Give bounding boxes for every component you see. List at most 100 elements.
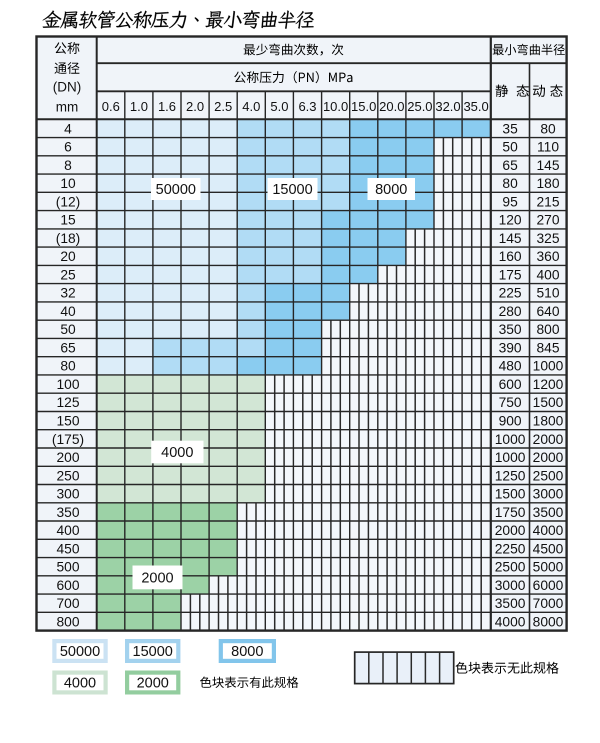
svg-text:600: 600 xyxy=(499,377,522,392)
svg-text:5.0: 5.0 xyxy=(270,99,288,114)
svg-text:1250: 1250 xyxy=(495,468,526,483)
svg-text:2500: 2500 xyxy=(495,560,526,575)
svg-text:1000: 1000 xyxy=(495,450,526,465)
svg-text:1800: 1800 xyxy=(533,414,564,429)
svg-text:280: 280 xyxy=(499,304,522,319)
svg-text:200: 200 xyxy=(56,450,79,465)
svg-text:510: 510 xyxy=(536,286,559,301)
svg-text:845: 845 xyxy=(536,341,559,356)
svg-text:2000: 2000 xyxy=(137,676,169,692)
svg-text:0.6: 0.6 xyxy=(102,99,120,114)
svg-text:250: 250 xyxy=(56,468,79,483)
svg-text:95: 95 xyxy=(502,194,518,209)
svg-text:2000: 2000 xyxy=(495,523,526,538)
svg-text:390: 390 xyxy=(499,341,522,356)
svg-text:640: 640 xyxy=(536,304,559,319)
svg-text:4: 4 xyxy=(64,121,72,136)
svg-text:50000: 50000 xyxy=(156,182,196,198)
svg-text:8: 8 xyxy=(64,158,72,173)
svg-text:1000: 1000 xyxy=(533,359,564,374)
svg-text:750: 750 xyxy=(499,395,522,410)
svg-text:160: 160 xyxy=(499,249,522,264)
svg-text:7000: 7000 xyxy=(533,596,564,611)
svg-text:125: 125 xyxy=(56,395,79,410)
svg-text:4000: 4000 xyxy=(64,676,96,692)
svg-text:3500: 3500 xyxy=(495,596,526,611)
svg-text:20.0: 20.0 xyxy=(379,99,404,114)
svg-text:150: 150 xyxy=(56,414,79,429)
svg-text:15000: 15000 xyxy=(272,182,312,198)
svg-text:1000: 1000 xyxy=(495,432,526,447)
svg-text:500: 500 xyxy=(56,560,79,575)
svg-text:65: 65 xyxy=(502,158,518,173)
svg-text:(12): (12) xyxy=(56,194,81,209)
svg-text:4000: 4000 xyxy=(533,523,564,538)
svg-text:600: 600 xyxy=(56,578,79,593)
svg-text:2250: 2250 xyxy=(495,541,526,556)
svg-text:900: 900 xyxy=(499,414,522,429)
svg-text:15000: 15000 xyxy=(133,644,173,660)
svg-text:1500: 1500 xyxy=(495,487,526,502)
svg-text:80: 80 xyxy=(60,359,76,374)
svg-text:360: 360 xyxy=(536,249,559,264)
svg-text:1750: 1750 xyxy=(495,505,526,520)
svg-text:2.5: 2.5 xyxy=(214,99,232,114)
svg-text:2500: 2500 xyxy=(533,468,564,483)
svg-text:20: 20 xyxy=(60,249,76,264)
svg-text:8000: 8000 xyxy=(375,182,407,198)
svg-text:800: 800 xyxy=(536,322,559,337)
svg-text:35.0: 35.0 xyxy=(463,99,488,114)
svg-text:350: 350 xyxy=(56,505,79,520)
svg-text:40: 40 xyxy=(60,304,76,319)
svg-text:300: 300 xyxy=(56,487,79,502)
svg-text:(175): (175) xyxy=(52,432,84,447)
svg-text:100: 100 xyxy=(56,377,79,392)
svg-text:50: 50 xyxy=(502,140,518,155)
svg-text:10.0: 10.0 xyxy=(323,99,348,114)
svg-text:1.6: 1.6 xyxy=(158,99,176,114)
svg-text:215: 215 xyxy=(536,194,559,209)
svg-text:110: 110 xyxy=(537,140,559,155)
svg-text:6: 6 xyxy=(64,140,72,155)
svg-text:350: 350 xyxy=(499,322,522,337)
svg-text:4000: 4000 xyxy=(161,445,193,461)
svg-text:145: 145 xyxy=(536,158,559,173)
svg-text:180: 180 xyxy=(536,176,559,191)
svg-text:1.0: 1.0 xyxy=(130,99,148,114)
svg-text:8000: 8000 xyxy=(533,614,564,629)
svg-text:120: 120 xyxy=(499,213,522,228)
svg-text:450: 450 xyxy=(56,541,79,556)
svg-text:mm: mm xyxy=(56,99,79,114)
svg-text:4500: 4500 xyxy=(533,541,564,556)
svg-text:25: 25 xyxy=(60,267,76,282)
svg-text:2000: 2000 xyxy=(141,571,173,587)
svg-text:3500: 3500 xyxy=(533,505,564,520)
svg-text:50: 50 xyxy=(60,322,76,337)
svg-text:175: 175 xyxy=(499,267,522,282)
svg-text:(DN): (DN) xyxy=(53,79,82,94)
svg-text:5000: 5000 xyxy=(533,560,564,575)
svg-text:400: 400 xyxy=(536,267,559,282)
svg-text:80: 80 xyxy=(502,176,518,191)
svg-text:32.0: 32.0 xyxy=(435,99,460,114)
svg-text:15.0: 15.0 xyxy=(351,99,376,114)
svg-text:6.3: 6.3 xyxy=(298,99,316,114)
svg-text:15: 15 xyxy=(60,213,76,228)
svg-text:2.0: 2.0 xyxy=(186,99,204,114)
svg-text:35: 35 xyxy=(502,121,518,136)
svg-text:4000: 4000 xyxy=(495,614,526,629)
svg-text:65: 65 xyxy=(60,341,76,356)
svg-text:8000: 8000 xyxy=(231,644,263,660)
svg-text:145: 145 xyxy=(499,231,522,246)
svg-text:400: 400 xyxy=(56,523,79,538)
svg-text:4.0: 4.0 xyxy=(242,99,260,114)
svg-text:32: 32 xyxy=(60,286,75,301)
svg-text:1200: 1200 xyxy=(533,377,564,392)
svg-text:80: 80 xyxy=(540,121,556,136)
svg-text:6000: 6000 xyxy=(533,578,564,593)
svg-text:800: 800 xyxy=(56,614,79,629)
svg-text:480: 480 xyxy=(499,359,522,374)
svg-text:3000: 3000 xyxy=(495,578,526,593)
svg-text:3000: 3000 xyxy=(533,487,564,502)
svg-text:10: 10 xyxy=(60,176,76,191)
